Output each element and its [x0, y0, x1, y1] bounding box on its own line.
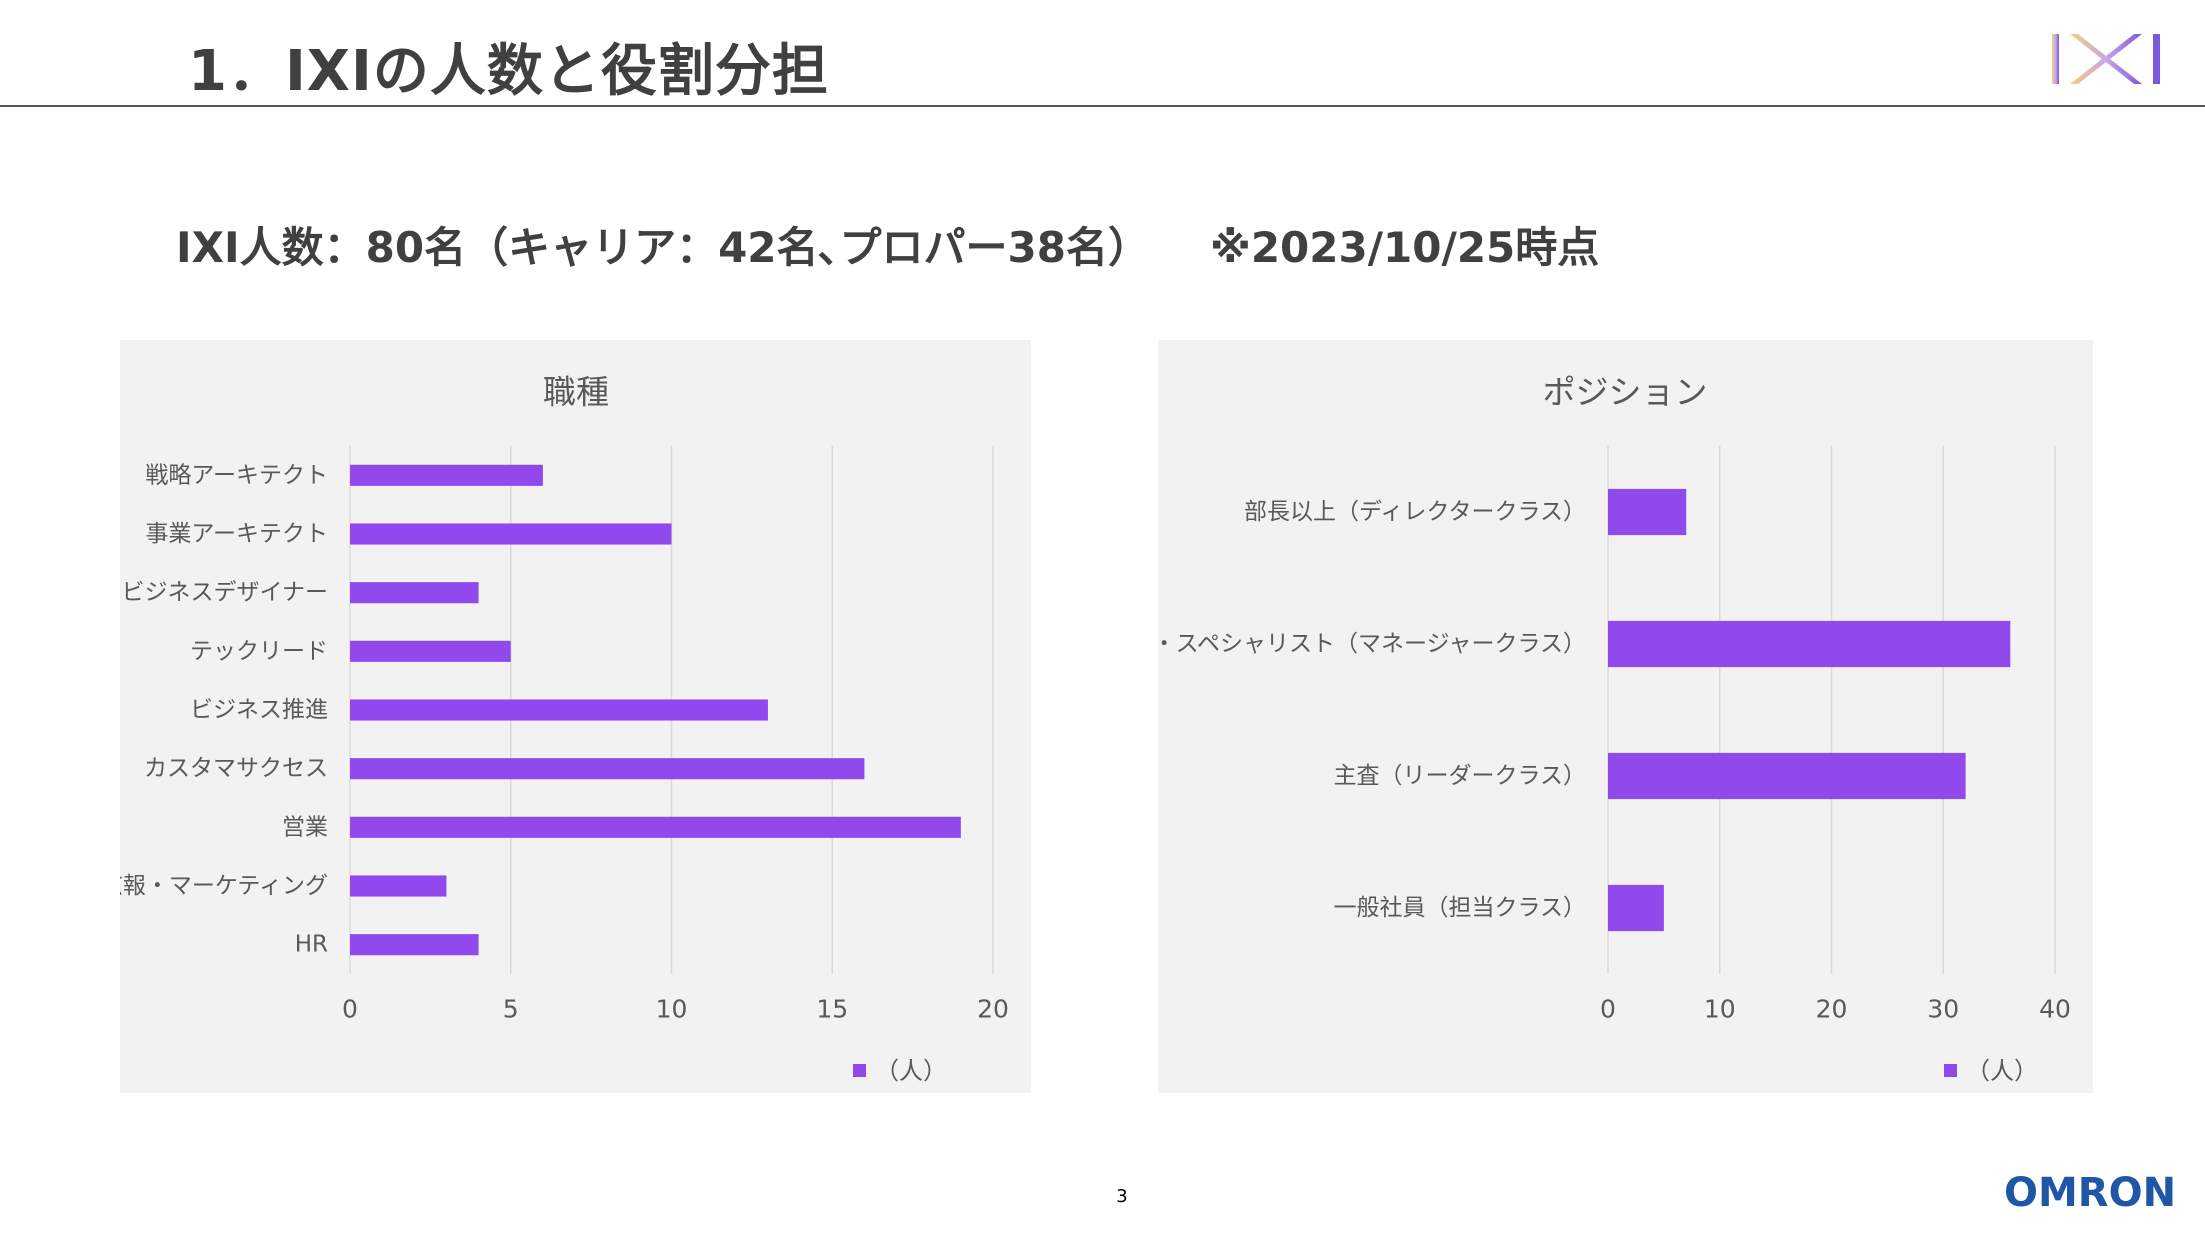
bar [350, 464, 543, 486]
bar [350, 875, 447, 897]
category-label: ビジネスデザイナー [121, 580, 328, 606]
headline: IXI人数：80名（キャリア：42名､プロパー38名） ※2023/10/25時点 [176, 214, 1599, 275]
x-tick-label: 30 [1927, 995, 1959, 1024]
legend-marker [853, 1064, 866, 1077]
category-label: 戦略アーキテクト [145, 462, 328, 488]
bar [1608, 884, 1664, 932]
legend-marker [1944, 1064, 1957, 1077]
legend-label: （人） [1966, 1057, 2038, 1085]
omron-logo: OMRON [2004, 1170, 2177, 1216]
legend-label: （人） [875, 1057, 947, 1085]
bar [350, 640, 511, 662]
category-label: 広報・マーケティング [120, 873, 328, 899]
category-label: 課長・スペシャリスト（マネージャークラス） [1158, 631, 1586, 657]
x-tick-label: 5 [503, 995, 519, 1024]
x-tick-label: 20 [977, 995, 1009, 1024]
bar [1608, 488, 1687, 536]
category-label: 主査（リーダークラス） [1333, 763, 1586, 789]
chart-title: ポジション [1543, 373, 1708, 412]
category-label: 事業アーキテクト [145, 521, 328, 547]
category-label: 部長以上（ディレクタークラス） [1244, 499, 1586, 525]
bar [1608, 752, 1966, 800]
x-tick-label: 0 [342, 995, 358, 1024]
category-label: ビジネス推進 [190, 697, 328, 723]
category-label: テックリード [190, 638, 328, 664]
page-number: 3 [1116, 1186, 1128, 1207]
title-divider [0, 105, 2205, 107]
bar [1608, 620, 2011, 668]
ixi-logo-icon [2052, 34, 2160, 84]
position-chart: ポジション 0 10 20 30 40 部長以上（ディレクタークラス） 課長・スペシャリスト（… [1158, 373, 2071, 1086]
bar [350, 934, 479, 956]
chart-title: 職種 [543, 373, 609, 412]
category-label: HR [295, 932, 328, 958]
bar [350, 816, 961, 838]
x-tick-label: 20 [1816, 995, 1848, 1024]
job-type-chart-panel: 職種 0 5 10 15 20 戦略アーキテクト 事業アーキテクトビジネスデザイナーテックリー… [120, 340, 1031, 1093]
category-label: 営業 [282, 814, 328, 840]
headline-note: ※2023/10/25時点 [1209, 223, 1600, 272]
bar [350, 758, 865, 780]
bar [350, 582, 479, 604]
category-label: 一般社員（担当クラス） [1333, 895, 1586, 921]
headline-main: IXI人数：80名（キャリア：42名､プロパー38名） [176, 223, 1150, 272]
x-tick-label: 0 [1600, 995, 1616, 1024]
bar [350, 523, 672, 545]
x-tick-label: 10 [1704, 995, 1736, 1024]
x-tick-label: 10 [656, 995, 688, 1024]
x-tick-label: 40 [2039, 995, 2071, 1024]
category-label: カスタマサクセス [144, 756, 328, 782]
bar [350, 699, 768, 721]
slide-title: 1．IXIの人数と役割分担 [188, 39, 829, 104]
x-tick-label: 15 [816, 995, 848, 1024]
position-chart-panel: ポジション 0 10 20 30 40 部長以上（ディレクタークラス） 課長・スペシャリスト（… [1158, 340, 2093, 1093]
job-type-chart: 職種 0 5 10 15 20 戦略アーキテクト事業アーキテクトビジネスデザイナーテックリー… [120, 373, 1009, 1086]
